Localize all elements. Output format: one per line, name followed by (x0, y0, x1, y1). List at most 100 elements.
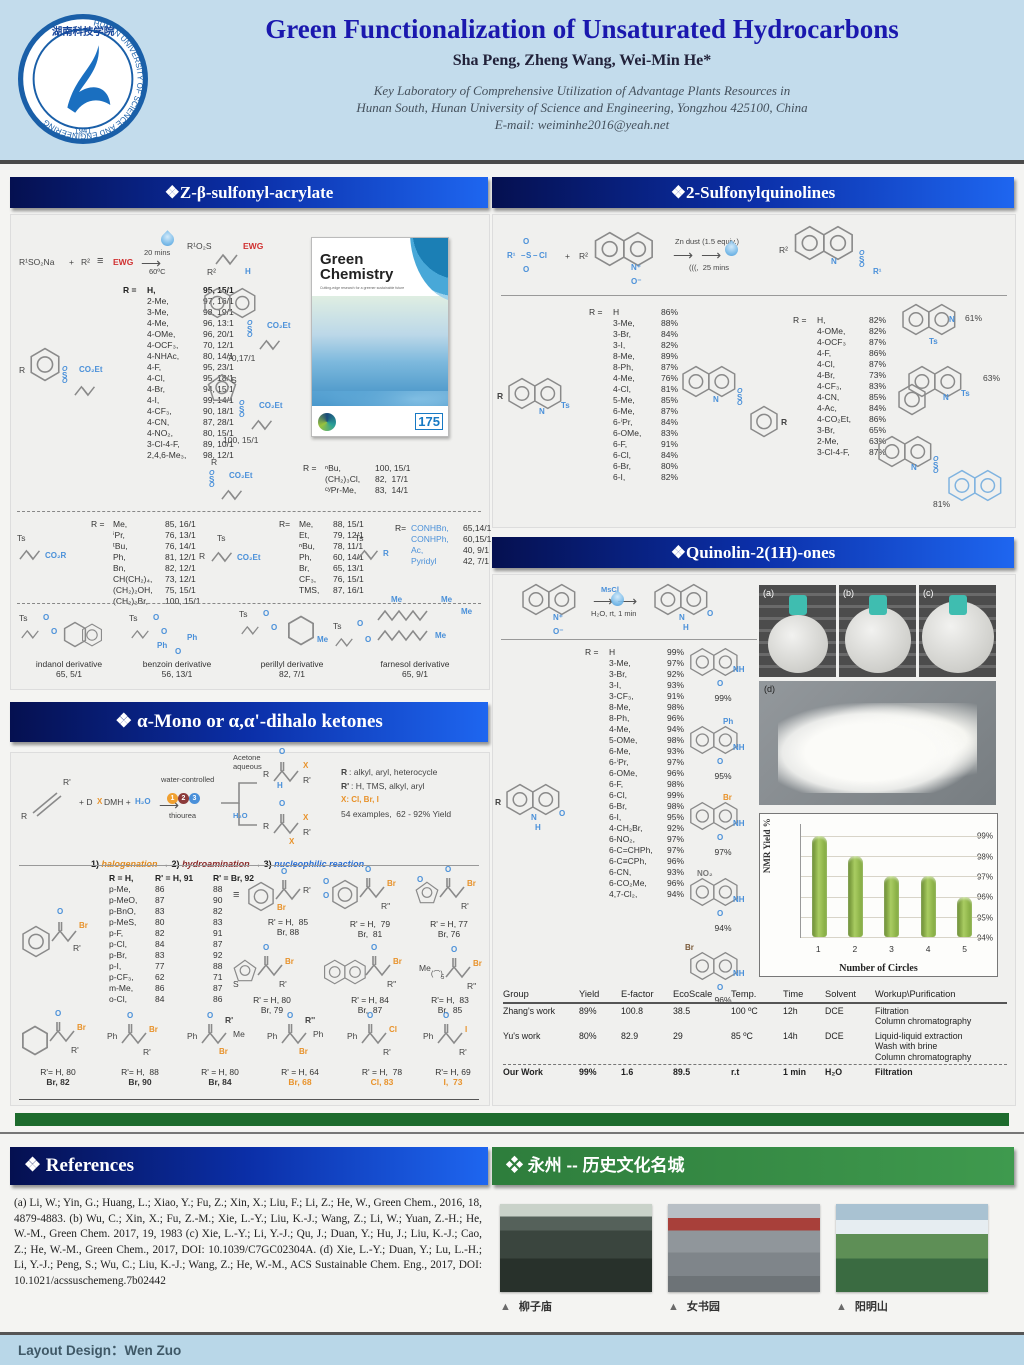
chart-x-axis-label: Number of Circles (839, 963, 918, 974)
ts-acrylate-ester-structure: Ts CO₂R (17, 533, 67, 560)
thienyl-ketone-structure: S O Br R' R' = H, 80 Br, 79 (233, 943, 294, 1015)
banner-references: ❖ References (10, 1147, 488, 1185)
photo-flask-c: (c) (919, 585, 996, 677)
quinolinone-yield-list: R = H 99% 3-Me, 97% 3-Br, 92% 3-I, 93% 3-CF₃, 91% 8… (585, 647, 685, 899)
farnesol-derivative-structure: Me Me Ts O O Me Me (333, 595, 473, 644)
divider-dashed-2 (17, 603, 481, 604)
photo-flask-b: (b) (839, 585, 916, 677)
chloro-ketone-structure: Ph O Cl R' R' = H, 78 Cl, 83 (347, 1011, 403, 1087)
banner-sulfonylquinolines: ❖2-Sulfonylquinolines (492, 177, 1014, 208)
quinoline-yield-list-b: R = H, 82% 4-OMe, 82% 4-OCF₃ 87% 4-F, 86% 4-Cl, 87… (793, 315, 887, 457)
naphthyl-yield: 70,17/1 (227, 353, 256, 363)
phenyl-bromo-ketone-structure: Ph O Br R' R'= H, 88 Br, 90 (107, 1011, 159, 1087)
isoquinoline-ts-structure: N Ts 61% (901, 303, 1011, 359)
landmark-photo-nvshu-garden (668, 1204, 820, 1292)
deriv-name-4: farnesol derivative 65, 9/1 (380, 659, 450, 679)
cover-art (312, 296, 448, 431)
logo-swan (67, 45, 111, 113)
alpha-yield-list: R= Me, 88, 15/1 Et, 79, 12/1 ⁿBu, 78, 11/1 Ph, 6… (279, 519, 364, 595)
panel-sulfonylquinolines: O R¹ – S – Cl O + R² N⁺ O⁻ Zn dust (1.5 equi… (492, 214, 1016, 528)
benzodioxole-ketone-structure: O O O Br R'' R' = H, 79 Br, 81 (323, 865, 396, 939)
benzoquinoline-yield: 63% (983, 373, 1001, 383)
poster-title: Green Functionalization of Unsaturated H… (265, 14, 899, 44)
alkyl-chain-ketone-structure: Me (⌒) 5 O Br R'' R'= H, 83 Br, 85 (419, 945, 482, 1015)
panel-quinolinones: N⁺ O⁻ MsCl ⟶⟶ H₂O, rt, 1 min N H O R N H… (492, 574, 1016, 1106)
poster-header: HUNAN UNIVERSITY OF SCIENCE AND ENGINEER… (0, 0, 1024, 164)
cover-footer: 175 (312, 406, 448, 436)
gray-divider-line (0, 1132, 1024, 1134)
poster-affiliation: Key Laboratory of Comprehensive Utilizat… (160, 82, 1004, 133)
ester-yield-list: R = Me, 85, 16/1 ⁱPr, 76, 13/1 ᵗBu, 76, 14/1 Ph… (91, 519, 201, 606)
logo-year: 1941 (74, 127, 91, 136)
deriv-name-2: benzoin derivative 56, 13/1 (142, 659, 212, 679)
landmark-photo-yangming-mountain (836, 1204, 988, 1292)
banner-sulfonyl-acrylate: ❖Z-β-sulfonyl-acrylate (10, 177, 488, 208)
deriv-name-1: indanol derivative 65, 5/1 (35, 659, 103, 679)
benzoin-derivative-structure: Ts O O Ph Ph O (129, 613, 198, 656)
cover-175-badge: 175 (415, 413, 443, 430)
caption-nvshu-garden: ▲ 女书园 (668, 1301, 720, 1313)
email-line: E-mail: weiminhe2016@yeah.net (494, 117, 670, 132)
affiliation-line-1: Key Laboratory of Comprehensive Utilizat… (373, 83, 791, 98)
university-logo: HUNAN UNIVERSITY OF SCIENCE AND ENGINEER… (18, 14, 148, 144)
rsc-logo (318, 413, 336, 431)
ts-vinyl-r-structure: Ts R (355, 533, 389, 558)
logo-cn-text: 湖南科技学院 (52, 25, 115, 38)
halo-ketone-table: R = H, R' = H, 91 R' = Br, 92 p-Me, 86 88 p-Me… (109, 873, 255, 1004)
triangle-marker: ▲ (668, 1301, 679, 1313)
cover-tagline: Cutting-edge research for a greener sust… (320, 286, 405, 290)
methyl-quaternary-ketone-structure: Ph O R' Me Br R' = H, 80 Br, 84 (187, 1011, 245, 1087)
quinoline-yield-list-a: R = H 86% 3-Me, 88% 3-Br, 84% 3-I, 82% 8-Me, 89% 8-… (589, 307, 679, 482)
isoquinolinone-structure-4: NO₂ NH O 94% (689, 869, 765, 941)
isoquinolinone-structure-3: Br NH O 97% (689, 793, 765, 865)
banner-quinolinones: ❖Quinolin-2(1H)-ones (492, 537, 1014, 568)
iodo-ketone-structure: Ph O I R' R'= H, 69 I, 73 (423, 1011, 471, 1087)
cover-fan-graphic (410, 238, 448, 302)
mechanism-steps: 1) halogenation → 2) hydroamination → 3)… (91, 859, 365, 869)
journal-cover-green-chemistry: Green Chemistry Cutting-edge research for… (311, 237, 449, 437)
naphthylsulfonyl-yield: 81% (933, 499, 951, 509)
caption-liuzi-temple: ▲ 柳子庙 (500, 1301, 552, 1313)
photo-powder-d: (d) (759, 681, 996, 805)
alkyl-yield-list: R = ⁿBu, 100, 15/1 (CH₂)₃Cl, 82, 17/1 ᶜʸPr-Me… (303, 463, 411, 495)
isoquinolinone-structure-5: Br NH O 96% (685, 943, 745, 1005)
tosylquinoline-structure: R N Ts (497, 373, 583, 433)
isoquinolinone-structure-1: NH O 99% (689, 647, 765, 713)
benzoquinoline-ts-structure: N Ts 63% (897, 365, 1013, 429)
cover-title: Green Chemistry (320, 251, 394, 283)
chart-y-axis-label: NMR Yield % (762, 818, 772, 874)
alpha-substituted-structure: Ts R CO₂Et (199, 533, 261, 562)
triangle-marker: ▲ (836, 1301, 847, 1313)
photo-flask-a: (a) (759, 585, 836, 677)
banner-dihalo-ketones: ❖ α-Mono or α,α'-dihalo ketones (10, 702, 488, 742)
aryl-yield-list: R = H, 95, 15/1 2-Me, 97, 16/1 3-Me, 98, 19/1 4… (123, 285, 234, 460)
naphthyl-ketone-structure: O Br R'' R' = H, 84 Br, 87 (323, 943, 423, 1021)
indanol-derivative-structure: Ts O O (19, 611, 119, 659)
thienyl-yield: 100, 15/1 (223, 435, 259, 445)
green-divider-bar (15, 1113, 1009, 1126)
divider-dashed-1 (17, 511, 481, 512)
perillyl-derivative-structure: Ts O O Me (239, 609, 329, 644)
reference-text: (a) Li, W.; Yin, G.; Huang, L.; Xiao, Y.… (14, 1197, 482, 1287)
alkynylphenyl-ketone-structure: ≡ O Br R' R' = H, 85 Br, 88 (233, 867, 311, 937)
cyclohexyl-ketone-structure: O Br R' R'= H, 80 Br, 82 (21, 1009, 101, 1097)
triangle-marker: ▲ (500, 1301, 511, 1313)
water-drop-icon (158, 230, 177, 249)
phenyl-quaternary-ketone-structure: Ph O R'' Ph Br R' = H, 64 Br, 68 (267, 1011, 324, 1087)
affiliation-line-2: Hunan South, Hunan University of Science… (356, 100, 808, 115)
panel-sulfonyl-acrylate: R¹SO₂Na + R² ≡ EWG 20 mins ⟶ 60ºC R¹O₂S … (10, 214, 492, 690)
isoquinoline-yield: 61% (965, 313, 983, 323)
furyl-ketone-structure: O O Br R' R' = H, 77 Br, 76 (417, 865, 476, 939)
poster-authors: Sha Peng, Zheng Wang, Wei-Min He* (452, 52, 712, 69)
amide-yield-list: R= CONHBn, 65,14/1 CONHPh, 60,15/1 Ac, 40, 9/1… (395, 523, 492, 566)
caption-yangming-mountain: ▲ 阳明山 (836, 1301, 888, 1313)
